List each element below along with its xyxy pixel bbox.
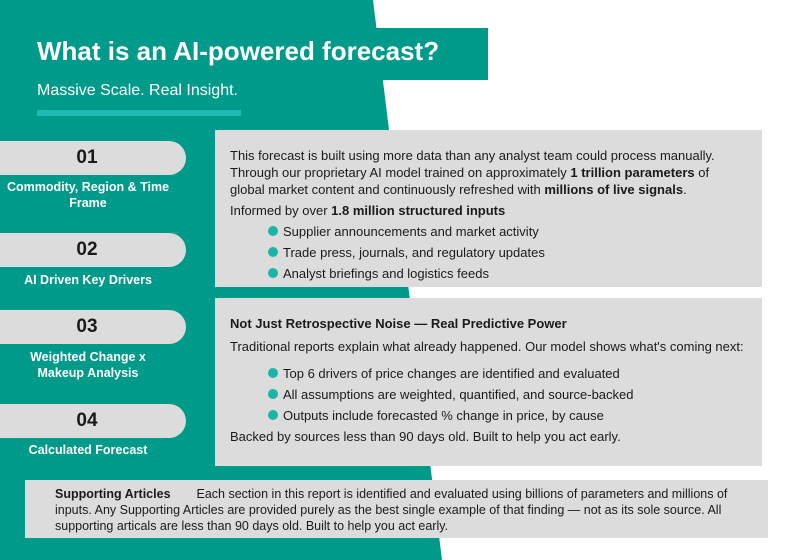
bullet-dot-icon [268, 410, 278, 420]
intro-text: This forecast is built using more data t… [230, 148, 715, 197]
panel-intro: Traditional reports explain what already… [230, 339, 744, 354]
bullet-dot-icon [268, 389, 278, 399]
title-banner [0, 28, 488, 80]
supporting-articles-note: Supporting Articles Each section in this … [25, 480, 768, 538]
step-number-04: 04 [0, 404, 186, 438]
subtitle-underline [37, 110, 241, 116]
list-item: All assumptions are weighted, quantified… [268, 386, 747, 403]
step-number-01: 01 [0, 141, 186, 175]
informed-text: Informed by over 1.8 million structured … [230, 203, 506, 218]
list-item: Analyst briefings and logistics feeds [268, 265, 747, 282]
panel-heading: Not Just Retrospective Noise — Real Pred… [230, 316, 567, 331]
predictive-power-panel: Not Just Retrospective Noise — Real Pred… [215, 298, 762, 466]
bullet-dot-icon [268, 268, 278, 278]
bullet-dot-icon [268, 226, 278, 236]
page-title: What is an AI-powered forecast? [37, 36, 440, 66]
step-label-01: Commodity, Region & Time Frame [6, 180, 170, 210]
footer-text: Each section in this report is identifie… [55, 487, 728, 533]
list-item: Outputs include forecasted % change in p… [268, 407, 747, 424]
footer-label: Supporting Articles [55, 487, 171, 501]
page-subtitle: Massive Scale. Real Insight. [37, 82, 238, 99]
bullet-dot-icon [268, 368, 278, 378]
list-item: Trade press, journals, and regulatory up… [268, 244, 747, 261]
step-label-02: AI Driven Key Drivers [24, 273, 152, 287]
step-number-02: 02 [0, 233, 186, 267]
list-item: Supplier announcements and market activi… [268, 223, 747, 240]
data-scale-panel: This forecast is built using more data t… [215, 130, 762, 287]
list-item: Top 6 drivers of price changes are ident… [268, 365, 747, 382]
step-number-03: 03 [0, 310, 186, 344]
step-label-04: Calculated Forecast [28, 443, 148, 457]
step-label-03: Weighted Change x Makeup Analysis [30, 350, 146, 380]
panel-closing: Backed by sources less than 90 days old.… [230, 429, 621, 444]
bullet-dot-icon [268, 247, 278, 257]
